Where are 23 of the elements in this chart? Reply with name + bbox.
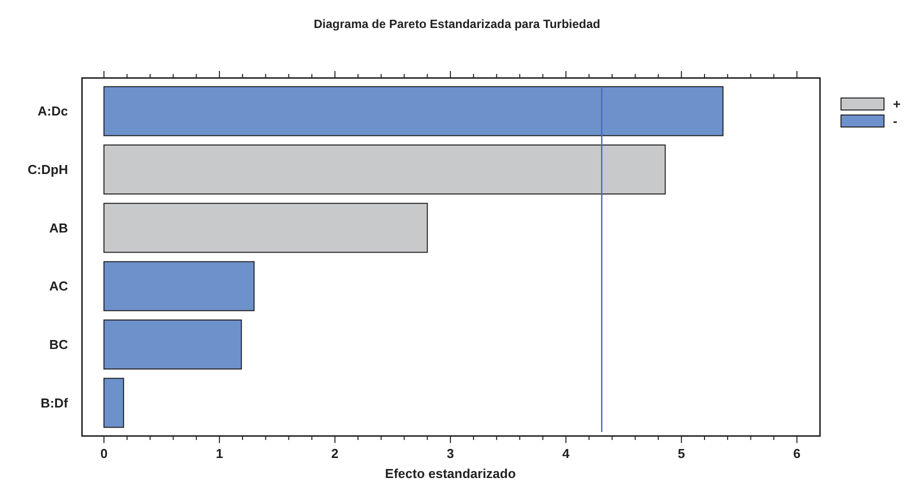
x-axis-title: Efecto estandarizado [385, 466, 516, 481]
bar [103, 378, 124, 428]
bar [103, 86, 724, 136]
bar [103, 144, 666, 194]
legend-label: - [893, 114, 898, 129]
bar [103, 320, 242, 370]
y-tick-label: BC [49, 337, 69, 352]
x-tick-label: 3 [446, 446, 454, 461]
y-tick-label: A:Dc [38, 104, 68, 119]
y-tick-label: B:Df [40, 395, 69, 410]
y-tick-label: AC [49, 278, 69, 294]
bar [103, 261, 255, 312]
x-tick-label: 2 [331, 446, 339, 461]
x-tick-label: 5 [678, 446, 686, 461]
x-tick-label: 0 [100, 446, 108, 461]
legend-label: + [893, 96, 901, 112]
x-tick-label: 1 [216, 446, 224, 461]
y-tick-label: AB [49, 220, 68, 236]
bar [103, 202, 428, 253]
chart-title: Diagrama de Pareto Estandarizada para Turbiedad [314, 17, 600, 31]
y-tick-label: C:DpH [28, 162, 68, 178]
x-tick-label: 4 [562, 446, 570, 461]
x-tick-label: 6 [793, 446, 801, 461]
